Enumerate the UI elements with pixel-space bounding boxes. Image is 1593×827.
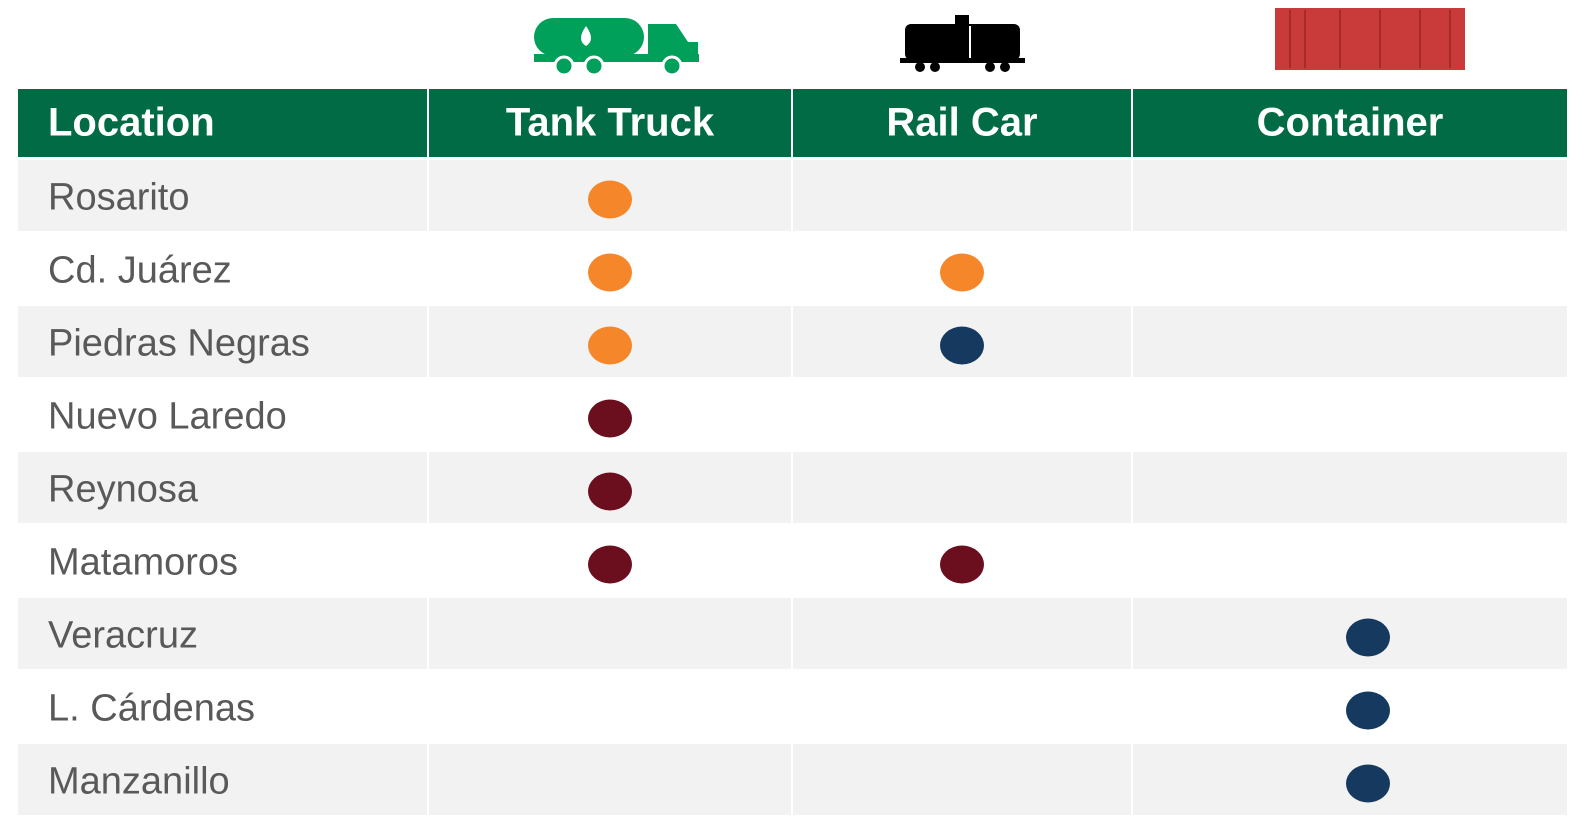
container-icon [1275,8,1465,70]
status-dot [1346,765,1390,803]
header-text: Rail Car [886,101,1037,145]
status-dot [588,400,632,438]
location: Matamoros [48,542,238,584]
table: Location Tank Truck Rail Car Container Rosar… [18,89,1567,815]
status-dot [940,546,984,584]
location: Cd. Juárez [48,250,232,292]
status-dot [588,473,632,511]
header-text: Tank Truck [506,101,715,145]
location: Rosarito [48,177,190,219]
location: Nuevo Laredo [48,396,287,438]
location: Manzanillo [48,761,230,803]
cell [793,160,1131,231]
location: L. Cárdenas [48,688,255,730]
status-dot [588,254,632,292]
status-dot [1346,619,1390,657]
status-dot [940,327,984,365]
cell [429,598,791,669]
page: {"table": { "header": ["Location", "Tank… [0,0,1593,827]
location: Veracruz [48,615,198,657]
status-dot [1346,692,1390,730]
tank-truck-icon [534,18,699,75]
cell [1133,306,1567,377]
location: Piedras Negras [48,323,310,365]
cell [793,452,1131,523]
location: Reynosa [48,469,199,511]
rail-car-icon [900,15,1025,72]
header-text: Location [48,101,215,145]
cell [1133,233,1567,304]
status-dot [588,327,632,365]
cell [429,744,791,815]
status-dot [588,546,632,584]
table-view: Location Tank Truck Rail Car Container Rosar… [0,0,1593,827]
status-dot [588,181,632,219]
cell [793,598,1131,669]
cell [1133,452,1567,523]
cell [429,671,791,742]
cell [793,671,1131,742]
cell [1133,160,1567,231]
cell [793,379,1131,450]
status-dot [940,254,984,292]
cell [1133,379,1567,450]
cell [1133,525,1567,596]
header-text: Container [1257,101,1444,145]
cell [793,744,1131,815]
